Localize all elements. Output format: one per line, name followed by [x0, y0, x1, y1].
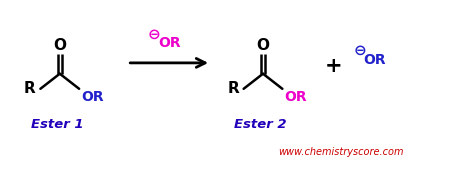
Text: Ester 2: Ester 2	[234, 118, 287, 131]
FancyArrowPatch shape	[130, 58, 205, 67]
Text: OR: OR	[82, 90, 104, 104]
Text: OR: OR	[158, 36, 181, 50]
Text: OR: OR	[364, 53, 386, 67]
Text: Ester 1: Ester 1	[31, 118, 84, 131]
Text: www.chemistryscore.com: www.chemistryscore.com	[278, 147, 404, 157]
Text: ⊖: ⊖	[148, 27, 161, 42]
Text: +: +	[325, 56, 343, 76]
Text: R: R	[227, 81, 239, 96]
Text: R: R	[24, 81, 36, 96]
Text: OR: OR	[285, 90, 307, 104]
Text: O: O	[53, 37, 66, 52]
Text: ⊖: ⊖	[354, 43, 366, 58]
Text: O: O	[256, 37, 270, 52]
